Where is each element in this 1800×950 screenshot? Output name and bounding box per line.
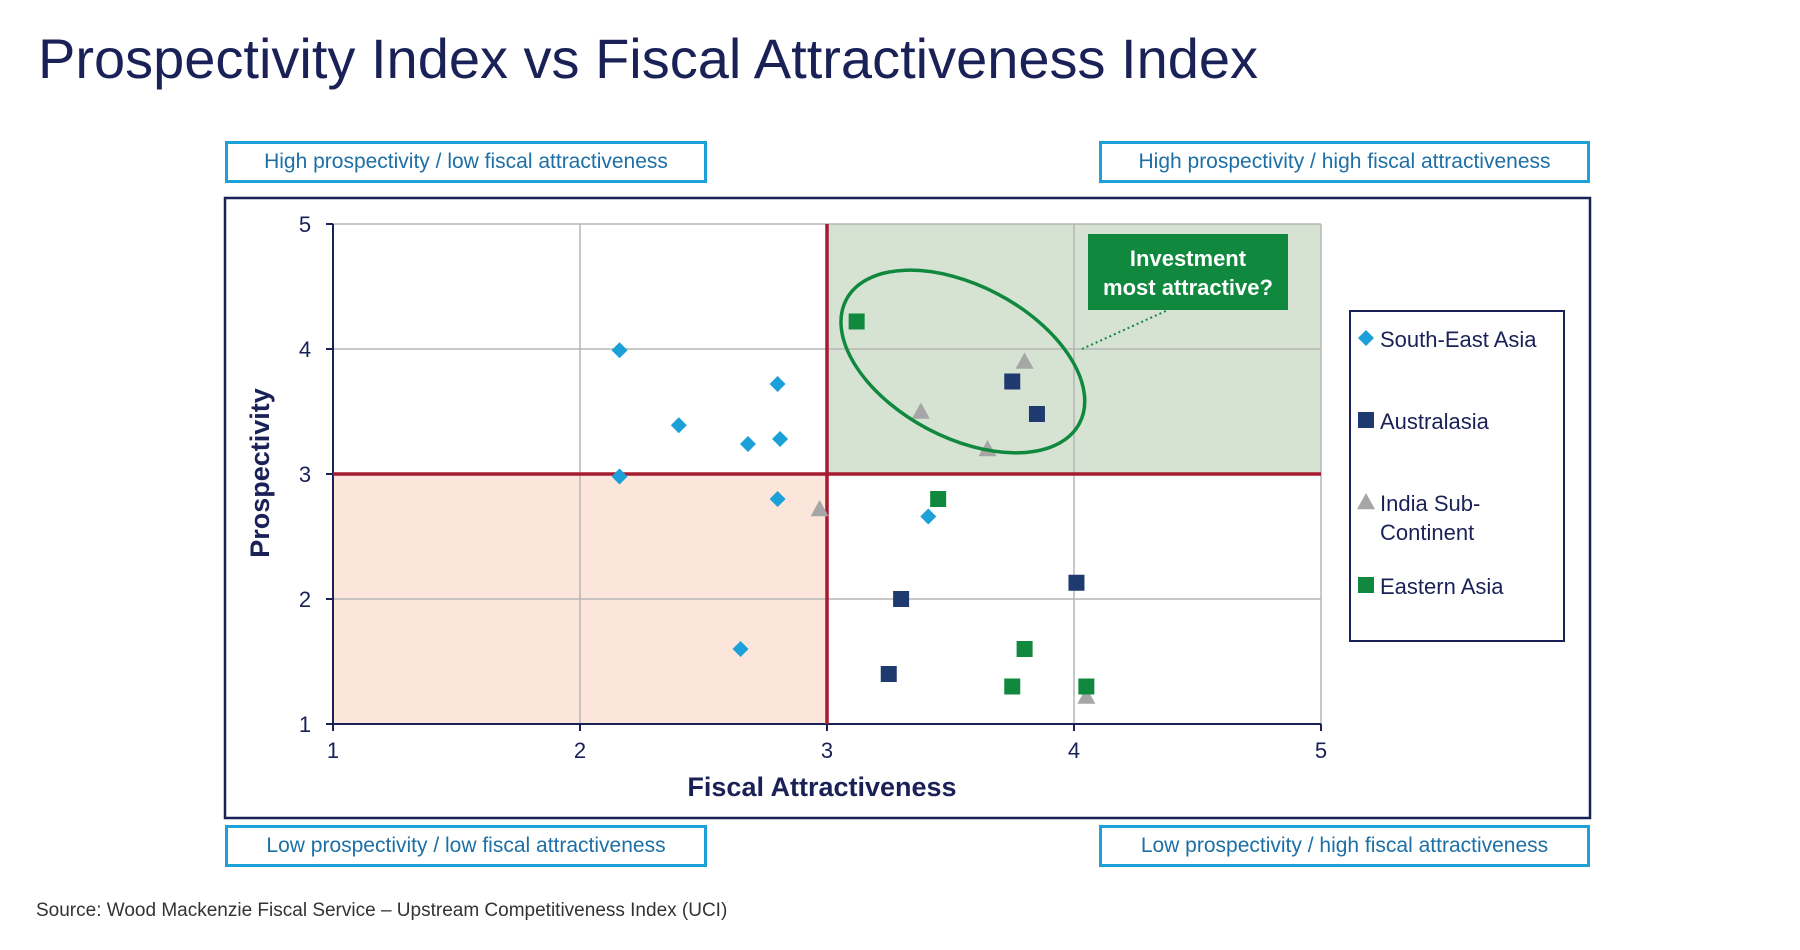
x-tick-label-4: 4 bbox=[1068, 738, 1080, 763]
quadrant-label-bottom-right: Low prospectivity / high fiscal attracti… bbox=[1099, 825, 1590, 867]
legend-label-australasia: Australasia bbox=[1380, 409, 1490, 434]
point-australasia-4 bbox=[893, 591, 910, 607]
y-tick-label-4: 4 bbox=[299, 337, 311, 362]
legend-label-south-east-asia: South-East Asia bbox=[1380, 327, 1537, 352]
callout-connector bbox=[1081, 309, 1169, 350]
quadrant-label-top-left: High prospectivity / low fiscal attracti… bbox=[225, 141, 707, 183]
quadrant-label-bottom-left: Low prospectivity / low fiscal attractiv… bbox=[225, 825, 707, 867]
legend-box bbox=[1349, 310, 1565, 642]
y-axis-label: Prospectivity bbox=[245, 388, 275, 558]
point-india-sub-continent-4 bbox=[810, 500, 829, 517]
callout-box bbox=[1088, 234, 1288, 310]
x-tick-label-1: 1 bbox=[327, 738, 339, 763]
page-title: Prospectivity Index vs Fiscal Attractive… bbox=[38, 27, 1259, 90]
point-south-east-asia-4 bbox=[769, 376, 786, 392]
callout-line-1: Investment bbox=[1130, 246, 1247, 271]
point-eastern-asia-5 bbox=[1078, 678, 1095, 695]
point-eastern-asia-4 bbox=[1004, 678, 1021, 695]
y-tick-label-3: 3 bbox=[299, 462, 311, 487]
point-south-east-asia-3 bbox=[739, 436, 756, 452]
point-australasia-3 bbox=[1068, 574, 1085, 591]
legend-marker-eastern-asia bbox=[1358, 577, 1374, 593]
callout-line-2: most attractive? bbox=[1103, 275, 1273, 300]
legend-marker-india-sub-continent bbox=[1357, 493, 1375, 510]
y-tick-label-2: 2 bbox=[299, 587, 311, 612]
point-eastern-asia-1 bbox=[848, 313, 865, 330]
highlight-ellipse bbox=[839, 268, 1087, 455]
legend-label-eastern-asia: Eastern Asia bbox=[1380, 574, 1504, 599]
tick-labels: 1 2 3 4 5 1 2 3 4 5 bbox=[299, 212, 1327, 763]
legend-label-india-sub-continent-2: Continent bbox=[1380, 520, 1474, 545]
point-south-east-asia-9 bbox=[732, 641, 749, 657]
point-south-east-asia-1 bbox=[611, 342, 628, 359]
y-tick-label-5: 5 bbox=[299, 212, 311, 237]
legend-label-india-sub-continent-1: India Sub- bbox=[1380, 491, 1480, 516]
source-note: Source: Wood Mackenzie Fiscal Service – … bbox=[36, 900, 728, 921]
point-eastern-asia-2 bbox=[930, 491, 947, 507]
point-south-east-asia-5 bbox=[772, 431, 789, 447]
x-tick-label-2: 2 bbox=[574, 738, 586, 763]
data-points bbox=[611, 313, 1096, 704]
point-india-sub-continent-1 bbox=[1015, 352, 1034, 369]
point-australasia-2 bbox=[1028, 406, 1045, 422]
point-south-east-asia-8 bbox=[920, 508, 937, 525]
point-south-east-asia-6 bbox=[611, 468, 628, 485]
point-india-sub-continent-2 bbox=[911, 402, 930, 419]
legend: South-East Asia Australasia India Sub- Cont… bbox=[1349, 310, 1565, 642]
legend-marker-australasia bbox=[1358, 412, 1374, 428]
point-south-east-asia-2 bbox=[670, 417, 687, 434]
point-eastern-asia-3 bbox=[1016, 641, 1033, 657]
point-india-sub-continent-5 bbox=[1077, 687, 1096, 704]
legend-marker-south-east-asia bbox=[1358, 330, 1374, 346]
x-tick-label-5: 5 bbox=[1315, 738, 1327, 763]
quadrant-label-top-right: High prospectivity / high fiscal attract… bbox=[1099, 141, 1590, 183]
x-axis-label: Fiscal Attractiveness bbox=[687, 772, 956, 802]
x-tick-label-3: 3 bbox=[821, 738, 833, 763]
point-south-east-asia-7 bbox=[769, 491, 786, 507]
chart-frame bbox=[223, 196, 1592, 820]
point-australasia-1 bbox=[1004, 373, 1021, 390]
point-australasia-5 bbox=[880, 666, 897, 682]
y-tick-label-1: 1 bbox=[299, 712, 311, 737]
